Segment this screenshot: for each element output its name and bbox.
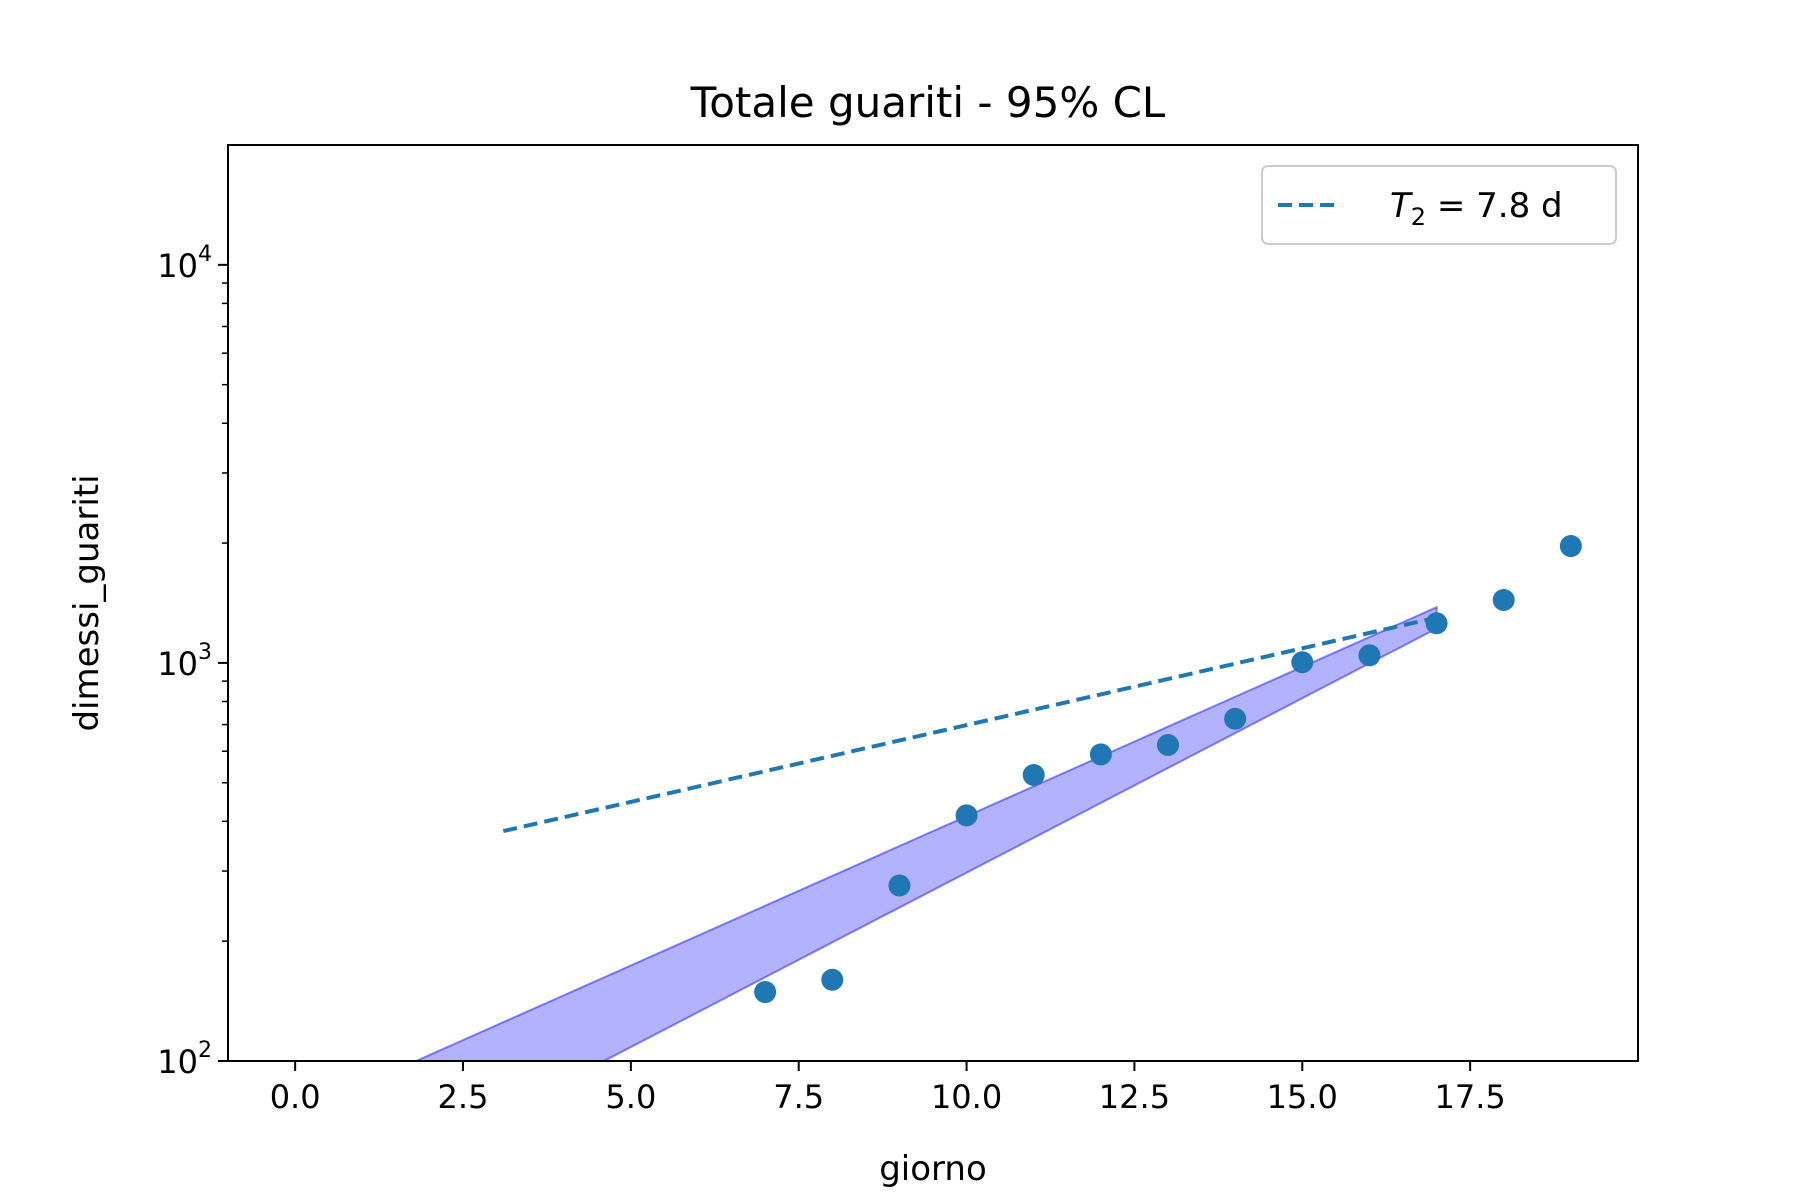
y-tick-label: 103	[157, 640, 212, 683]
x-tick-label: 7.5	[773, 1078, 824, 1116]
y-tick-label: 102	[157, 1038, 212, 1081]
plot-area	[227, 144, 1639, 1062]
x-axis: 0.0 2.5 5.0 7.5 10.0 12.5 15.0 17.5	[270, 1061, 1506, 1116]
data-point	[955, 804, 978, 827]
data-point	[1291, 651, 1314, 674]
x-tick-label: 2.5	[438, 1078, 489, 1116]
x-axis-label: giorno	[879, 1149, 987, 1189]
data-points-layer	[754, 535, 1582, 1004]
legend-fit-label: T2 = 7.8 d	[1390, 186, 1563, 231]
x-tick-label: 0.0	[270, 1078, 321, 1116]
data-point	[821, 968, 844, 991]
data-point	[1492, 588, 1515, 611]
y-axis-label: dimessi_guariti	[67, 474, 107, 731]
x-tick-label: 10.0	[931, 1078, 1002, 1116]
legend-fit-label-sub: 2	[1411, 203, 1426, 231]
data-point	[1157, 734, 1179, 757]
fit-line	[502, 615, 1438, 834]
legend-fit-label-rest: = 7.8 d	[1426, 186, 1563, 226]
fit-line-layer	[502, 615, 1438, 834]
data-point	[1224, 707, 1247, 730]
legend-box	[1261, 165, 1617, 245]
data-point	[1559, 535, 1582, 558]
x-tick-label: 15.0	[1267, 1078, 1338, 1116]
legend: T2 = 7.8 d	[1261, 165, 1617, 245]
data-point	[888, 874, 911, 897]
data-point	[1089, 743, 1112, 766]
chart-title: Totale guariti - 95% CL	[690, 78, 1166, 127]
x-tick-label: 17.5	[1435, 1078, 1506, 1116]
legend-fit-label-var: T	[1390, 186, 1413, 226]
x-tick-label: 5.0	[605, 1078, 656, 1116]
data-point	[1425, 612, 1448, 635]
plot-frame	[227, 144, 1639, 1062]
data-point	[1022, 763, 1045, 786]
data-point	[1358, 644, 1381, 667]
y-tick-label: 104	[157, 242, 212, 285]
data-point	[754, 981, 777, 1004]
y-axis: 102 103 104	[157, 242, 228, 1081]
x-tick-label: 12.5	[1099, 1078, 1170, 1116]
